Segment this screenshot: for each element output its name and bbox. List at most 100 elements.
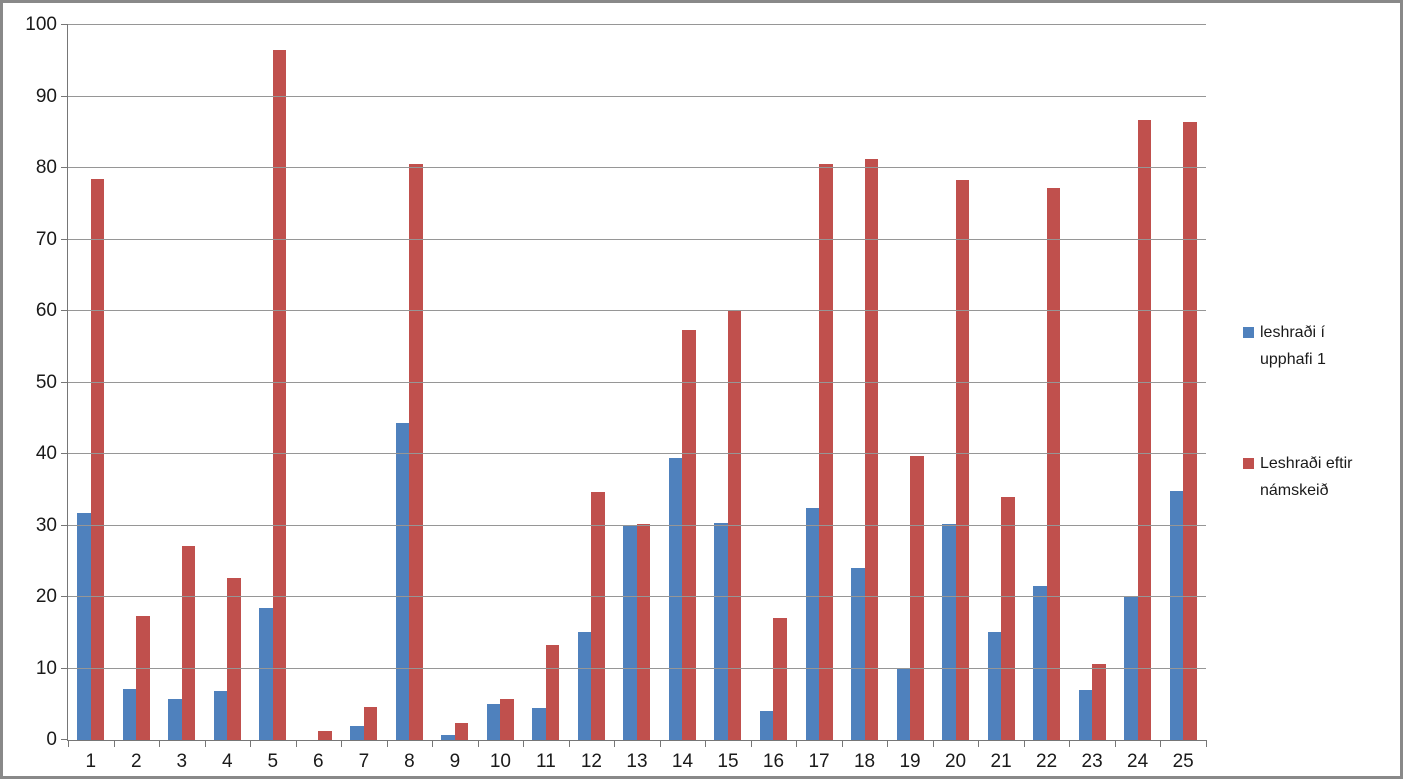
bar-series2-cat6[interactable] bbox=[318, 731, 332, 740]
bar-series2-cat14[interactable] bbox=[682, 330, 696, 740]
bar-series1-cat9[interactable] bbox=[441, 735, 455, 740]
category-group-22: 22 bbox=[1024, 25, 1070, 772]
x-axis-label-13: 13 bbox=[626, 751, 648, 772]
y-axis-label-80: 80 bbox=[35, 157, 57, 178]
x-axis-label-12: 12 bbox=[580, 751, 602, 772]
bar-series2-cat15[interactable] bbox=[727, 309, 742, 740]
bar-series1-cat4[interactable] bbox=[213, 690, 228, 740]
category-group-16: 16 bbox=[751, 25, 797, 772]
bar-series2-cat2[interactable] bbox=[136, 615, 150, 740]
bar-series1-cat24[interactable] bbox=[1124, 595, 1138, 740]
y-axis-tick-50 bbox=[61, 381, 68, 383]
y-axis-label-100: 100 bbox=[25, 14, 57, 35]
bar-series2-cat19[interactable] bbox=[910, 456, 924, 740]
bar-series1-cat14[interactable] bbox=[668, 458, 683, 740]
y-axis-tick-100 bbox=[61, 24, 68, 25]
legend-swatch-icon-series1 bbox=[1243, 327, 1254, 338]
x-axis-tick-25 bbox=[1206, 740, 1207, 747]
bar-series2-cat3[interactable] bbox=[181, 546, 196, 740]
bar-series1-cat23[interactable] bbox=[1078, 689, 1093, 740]
category-group-20: 20 bbox=[933, 25, 979, 772]
bar-series2-cat8[interactable] bbox=[409, 164, 423, 740]
bar-series1-cat15[interactable] bbox=[714, 522, 728, 740]
category-group-5: 5 bbox=[250, 25, 296, 772]
x-axis-tick-10 bbox=[523, 740, 525, 747]
bar-series1-cat19[interactable] bbox=[896, 667, 911, 740]
y-axis-tick-10 bbox=[61, 667, 68, 669]
category-group-1: 1 bbox=[68, 25, 114, 772]
x-axis-tick-3 bbox=[204, 740, 206, 747]
x-axis-tick-24 bbox=[1160, 740, 1162, 747]
bar-series1-cat10[interactable] bbox=[486, 703, 501, 740]
x-axis-tick-8 bbox=[432, 740, 434, 747]
bar-series1-cat7[interactable] bbox=[350, 726, 364, 740]
bar-series2-cat10[interactable] bbox=[500, 698, 514, 740]
bar-series1-cat21[interactable] bbox=[987, 632, 1002, 740]
bar-series1-cat22[interactable] bbox=[1033, 585, 1047, 740]
bar-series2-cat13[interactable] bbox=[636, 524, 651, 740]
x-axis-tick-9 bbox=[477, 740, 479, 747]
bar-series2-cat18[interactable] bbox=[864, 159, 879, 740]
bar-series1-cat16[interactable] bbox=[759, 710, 774, 740]
x-axis-label-4: 4 bbox=[222, 751, 233, 772]
x-axis-label-15: 15 bbox=[717, 751, 739, 772]
x-axis-tick-15 bbox=[750, 740, 752, 747]
legend-label-series1: leshraði í upphafi 1 bbox=[1260, 324, 1326, 368]
legend-entry-series2[interactable]: Leshraði eftir námskeið bbox=[1243, 450, 1370, 504]
bar-series2-cat17[interactable] bbox=[819, 164, 833, 740]
y-axis-tick-60 bbox=[61, 310, 68, 311]
bar-series2-cat5[interactable] bbox=[272, 50, 287, 740]
bar-series1-cat11[interactable] bbox=[532, 707, 546, 740]
bar-series1-cat18[interactable] bbox=[851, 568, 865, 740]
bar-series1-cat1[interactable] bbox=[77, 512, 91, 740]
y-axis-label-90: 90 bbox=[35, 85, 57, 107]
x-axis-tick-11 bbox=[568, 740, 570, 747]
x-axis-tick-17 bbox=[841, 740, 843, 747]
bar-series2-cat21[interactable] bbox=[1001, 496, 1015, 740]
x-axis-label-14: 14 bbox=[671, 751, 694, 772]
bar-series2-cat9[interactable] bbox=[454, 722, 469, 740]
bar-series1-cat17[interactable] bbox=[805, 508, 819, 740]
bar-series2-cat20[interactable] bbox=[955, 180, 970, 740]
x-axis-label-7: 7 bbox=[358, 751, 370, 772]
legend-label-series2: Leshraði eftir námskeið bbox=[1260, 455, 1353, 499]
y-axis-label-0: 0 bbox=[46, 729, 57, 750]
x-axis-label-25: 25 bbox=[1172, 751, 1194, 772]
y-axis-tick-70 bbox=[61, 238, 68, 240]
bar-series1-cat13[interactable] bbox=[623, 525, 637, 740]
x-axis-tick-16 bbox=[796, 740, 798, 747]
bar-series1-cat5[interactable] bbox=[259, 607, 273, 740]
bar-series2-cat25[interactable] bbox=[1183, 121, 1197, 740]
legend-entry-series1[interactable]: leshraði í upphafi 1 bbox=[1243, 319, 1370, 373]
bar-series2-cat4[interactable] bbox=[227, 578, 241, 740]
bar-series2-cat12[interactable] bbox=[591, 491, 605, 740]
bar-series2-cat23[interactable] bbox=[1092, 664, 1106, 740]
bar-series1-cat25[interactable] bbox=[1169, 491, 1184, 740]
bar-series2-cat22[interactable] bbox=[1046, 188, 1061, 740]
bar-series1-cat12[interactable] bbox=[577, 632, 592, 740]
x-axis-label-6: 6 bbox=[313, 751, 324, 772]
bar-series2-cat11[interactable] bbox=[545, 644, 560, 740]
bar-series2-cat1[interactable] bbox=[90, 179, 105, 740]
bar-series1-cat2[interactable] bbox=[122, 688, 137, 740]
bar-series2-cat16[interactable] bbox=[773, 618, 787, 740]
category-group-24: 24 bbox=[1115, 25, 1161, 772]
bar-series1-cat3[interactable] bbox=[168, 699, 182, 740]
x-axis-label-24: 24 bbox=[1127, 751, 1149, 772]
bar-series2-cat7[interactable] bbox=[363, 707, 378, 740]
x-axis-tick-1 bbox=[113, 740, 115, 747]
x-axis-tick-20 bbox=[978, 740, 980, 747]
x-axis-label-11: 11 bbox=[536, 751, 556, 772]
bar-series1-cat20[interactable] bbox=[942, 524, 956, 740]
x-axis-label-1: 1 bbox=[85, 751, 97, 772]
x-axis-label-23: 23 bbox=[1081, 751, 1103, 772]
category-group-25: 25 bbox=[1160, 25, 1206, 772]
x-axis-label-5: 5 bbox=[267, 751, 279, 772]
legend: leshraði í upphafi 1 Leshraði eftir námsk… bbox=[1243, 319, 1370, 504]
bar-series1-cat8[interactable] bbox=[395, 422, 410, 740]
bar-series2-cat24[interactable] bbox=[1137, 120, 1152, 740]
x-axis-label-8: 8 bbox=[404, 751, 415, 772]
x-axis-label-21: 21 bbox=[990, 751, 1012, 772]
category-group-3: 3 bbox=[159, 25, 205, 772]
x-axis-tick-19 bbox=[932, 740, 934, 747]
